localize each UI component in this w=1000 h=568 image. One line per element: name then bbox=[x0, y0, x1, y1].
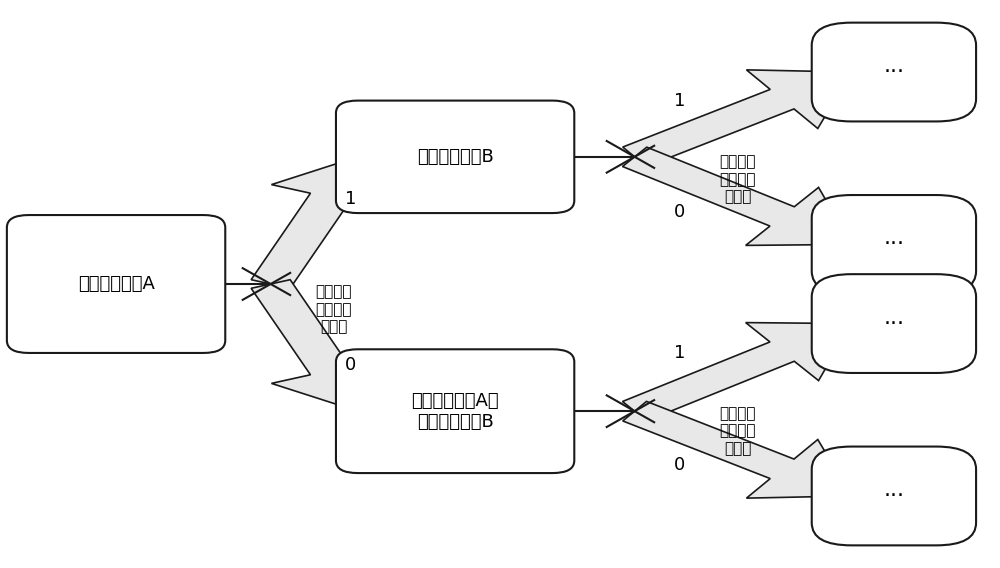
FancyBboxPatch shape bbox=[812, 446, 976, 545]
FancyBboxPatch shape bbox=[812, 23, 976, 122]
Text: 断开转换电容A，
接入转换电容B: 断开转换电容A， 接入转换电容B bbox=[411, 392, 499, 431]
Text: 1: 1 bbox=[674, 93, 685, 110]
FancyBboxPatch shape bbox=[336, 349, 574, 473]
Polygon shape bbox=[251, 157, 389, 289]
FancyBboxPatch shape bbox=[812, 195, 976, 294]
Polygon shape bbox=[623, 70, 852, 166]
Text: 0: 0 bbox=[674, 456, 685, 474]
Polygon shape bbox=[251, 279, 389, 411]
Text: 根据比较
器输出结
果判断: 根据比较 器输出结 果判断 bbox=[719, 406, 756, 456]
Polygon shape bbox=[622, 147, 852, 245]
Text: 1: 1 bbox=[345, 190, 356, 208]
Text: ···: ··· bbox=[883, 235, 904, 254]
Text: 1: 1 bbox=[674, 344, 685, 362]
FancyBboxPatch shape bbox=[336, 101, 574, 213]
FancyBboxPatch shape bbox=[7, 215, 225, 353]
Polygon shape bbox=[623, 402, 852, 498]
Text: ···: ··· bbox=[883, 486, 904, 506]
Text: ···: ··· bbox=[883, 62, 904, 82]
Text: 0: 0 bbox=[345, 356, 356, 374]
Text: 根据比较
器输出结
果判断: 根据比较 器输出结 果判断 bbox=[316, 285, 352, 335]
FancyBboxPatch shape bbox=[812, 274, 976, 373]
Text: 接入转换电容A: 接入转换电容A bbox=[78, 275, 155, 293]
Text: ···: ··· bbox=[883, 314, 904, 333]
Text: 接入转换电容B: 接入转换电容B bbox=[417, 148, 494, 166]
Text: 根据比较
器输出结
果判断: 根据比较 器输出结 果判断 bbox=[719, 154, 756, 204]
Text: 0: 0 bbox=[674, 203, 685, 220]
Polygon shape bbox=[622, 323, 852, 421]
